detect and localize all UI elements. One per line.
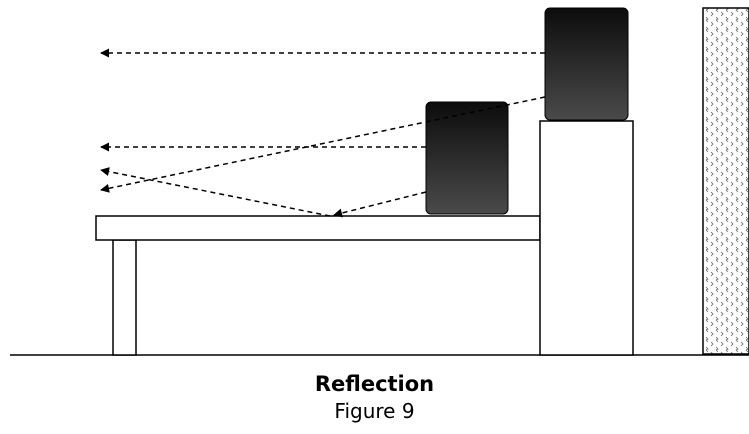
caption-figure-number: Figure 9 [334,399,415,423]
caption-title: Reflection [314,372,435,396]
wall [702,7,749,355]
lower-speaker [425,101,509,215]
reflected-path-lower-incident [333,191,427,218]
table [95,215,541,241]
reflected-path-lower-bounce [100,167,331,217]
table-leg [112,239,137,356]
speaker-stand [539,120,634,356]
reflected-path-upper [100,96,546,193]
upper-speaker [544,7,629,121]
